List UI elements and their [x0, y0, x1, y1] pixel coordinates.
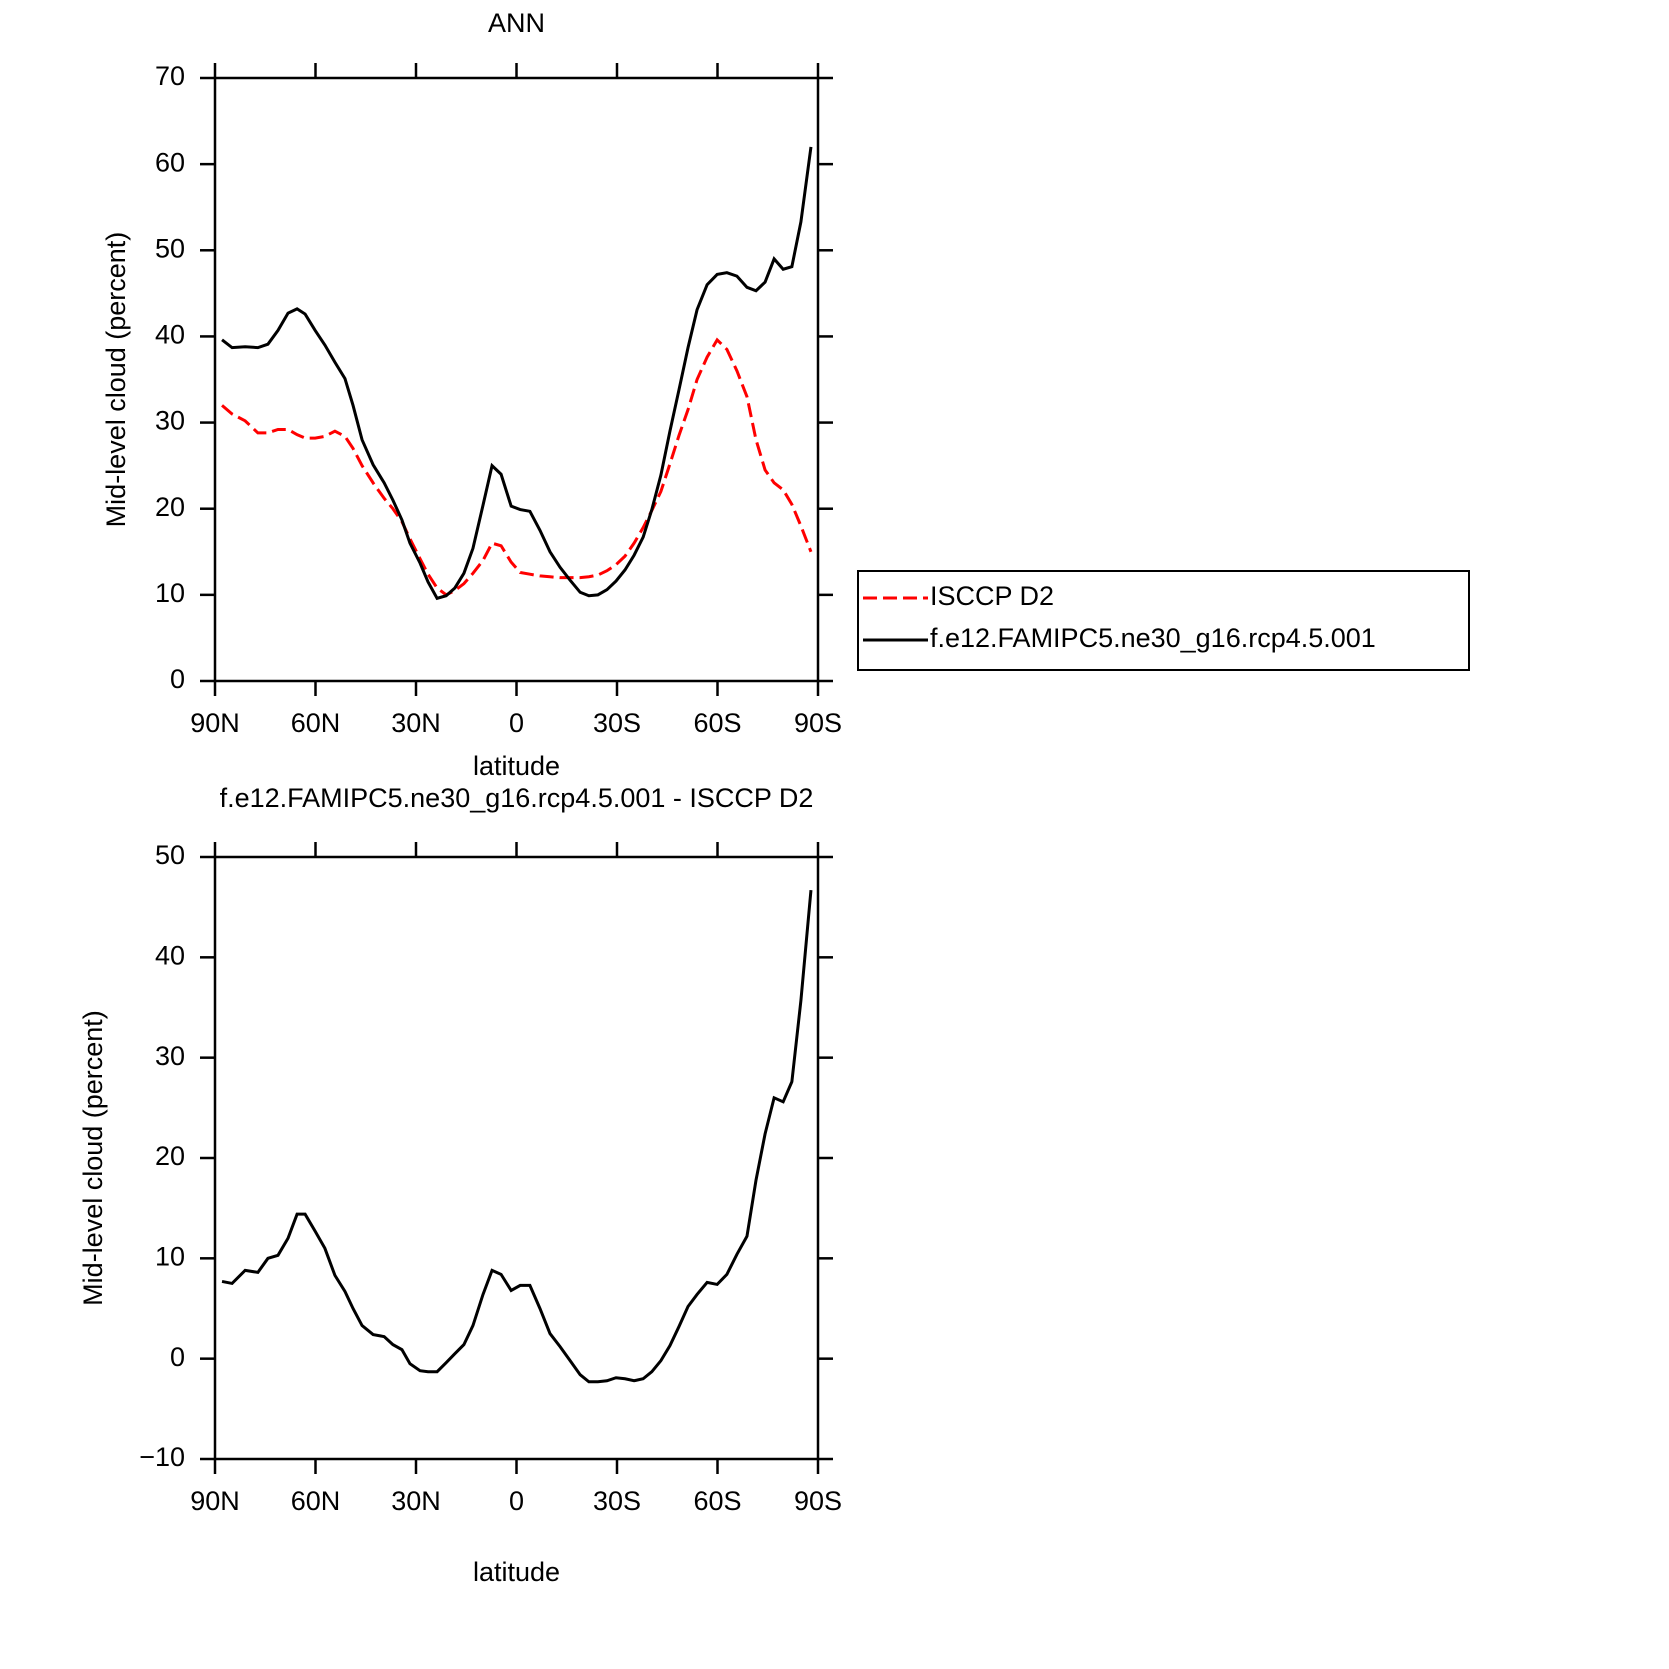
legend-label: f.e12.FAMIPC5.ne30_g16.rcp4.5.001: [930, 623, 1376, 653]
y-tick-label: 40: [155, 320, 185, 350]
x-tick-label: 60N: [291, 708, 341, 738]
x-tick-label: 90N: [190, 708, 240, 738]
y-tick-label: 30: [155, 406, 185, 436]
x-tick-label: 30N: [391, 708, 441, 738]
x-tick-label: 90S: [794, 1486, 842, 1516]
y-axis-label: Mid-level cloud (percent): [101, 232, 131, 528]
y-axis-label: Mid-level cloud (percent): [78, 1010, 108, 1306]
chart-title: f.e12.FAMIPC5.ne30_g16.rcp4.5.001 - ISCC…: [220, 783, 814, 813]
series-line: [221, 146, 813, 601]
y-tick-label: 20: [155, 492, 185, 522]
x-tick-label: 90N: [190, 1486, 240, 1516]
y-tick-label: 60: [155, 147, 185, 177]
legend-label: ISCCP D2: [930, 581, 1054, 611]
y-tick-label: 50: [155, 233, 185, 263]
x-tick-label: 60S: [693, 1486, 741, 1516]
x-tick-label: 0: [509, 708, 524, 738]
y-tick-label: 40: [155, 940, 185, 970]
x-tick-label: 60N: [291, 1486, 341, 1516]
y-tick-label: 0: [170, 664, 185, 694]
x-tick-label: 30N: [391, 1486, 441, 1516]
y-tick-label: 10: [155, 1241, 185, 1271]
y-tick-label: 70: [155, 61, 185, 91]
y-tick-label: 10: [155, 578, 185, 608]
series-line: [221, 889, 813, 1384]
y-tick-label: 20: [155, 1141, 185, 1171]
legend-box: [857, 570, 1470, 671]
x-axis-label: latitude: [473, 1557, 560, 1587]
y-tick-label: 50: [155, 840, 185, 870]
x-axis-label: latitude: [473, 751, 560, 781]
y-tick-label: 30: [155, 1041, 185, 1071]
y-tick-label: −10: [139, 1442, 185, 1472]
x-tick-label: 60S: [693, 708, 741, 738]
plot-frame: [213, 855, 820, 1461]
x-tick-label: 30S: [593, 708, 641, 738]
chart-title: ANN: [488, 8, 545, 38]
y-tick-label: 0: [170, 1342, 185, 1372]
series-line: [221, 337, 813, 597]
plot-frame: [213, 76, 820, 683]
x-tick-label: 30S: [593, 1486, 641, 1516]
x-tick-label: 0: [509, 1486, 524, 1516]
x-tick-label: 90S: [794, 708, 842, 738]
